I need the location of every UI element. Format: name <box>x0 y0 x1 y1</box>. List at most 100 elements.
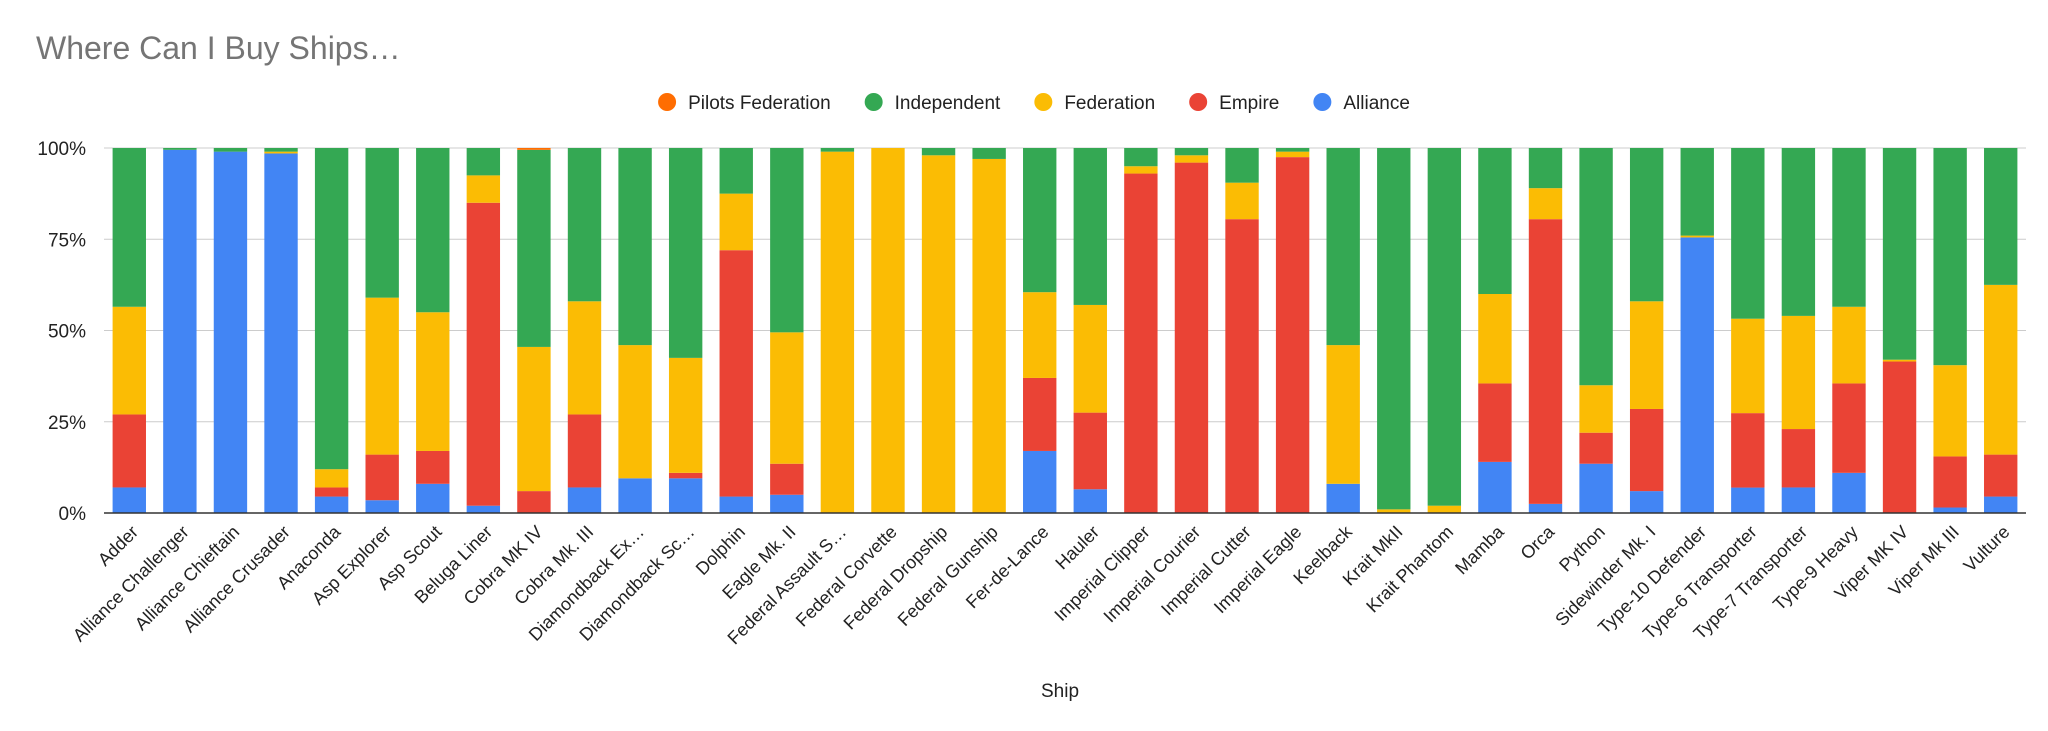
bar-independent[interactable] <box>1731 148 1765 319</box>
bar-independent[interactable] <box>213 148 248 152</box>
bar-stack-federal-corvette[interactable] <box>871 148 905 513</box>
bar-independent[interactable] <box>314 148 349 470</box>
bar-empire[interactable] <box>1275 157 1310 513</box>
bar-alliance[interactable] <box>466 505 501 513</box>
bar-federation[interactable] <box>1478 294 1512 384</box>
bar-alliance[interactable] <box>618 478 652 513</box>
bar-federation[interactable] <box>1073 304 1107 413</box>
bar-federation[interactable] <box>1781 315 1816 430</box>
bar-federation[interactable] <box>112 306 146 415</box>
bar-independent[interactable] <box>820 148 855 152</box>
bar-federation[interactable] <box>1377 509 1411 513</box>
bar-alliance[interactable] <box>1933 507 1967 513</box>
bar-independent[interactable] <box>1275 148 1310 152</box>
legend-item-alliance[interactable]: Alliance <box>1313 93 1410 114</box>
bar-stack-adder[interactable] <box>112 148 146 513</box>
bar-alliance[interactable] <box>264 153 298 513</box>
bar-federation[interactable] <box>1882 359 1917 362</box>
bar-empire[interactable] <box>1933 456 1967 508</box>
bar-federation[interactable] <box>1326 345 1360 484</box>
bar-federation[interactable] <box>517 346 551 492</box>
bar-federation[interactable] <box>365 297 399 455</box>
bar-empire[interactable] <box>1781 429 1816 488</box>
bar-federation[interactable] <box>567 301 602 415</box>
bar-federation[interactable] <box>314 469 349 488</box>
bar-stack-type-6-transporter[interactable] <box>1731 148 1765 513</box>
bar-federation[interactable] <box>972 158 1006 513</box>
bar-alliance[interactable] <box>1023 450 1057 513</box>
bar-independent[interactable] <box>1427 148 1462 506</box>
bar-independent[interactable] <box>1984 148 2018 285</box>
bar-federation[interactable] <box>1629 301 1664 409</box>
bar-alliance[interactable] <box>365 500 399 513</box>
bar-empire[interactable] <box>1731 413 1765 488</box>
bar-stack-alliance-chieftain[interactable] <box>213 148 248 513</box>
bar-independent[interactable] <box>517 149 551 347</box>
bar-federation[interactable] <box>1023 292 1057 378</box>
bar-stack-type-7-transporter[interactable] <box>1781 148 1816 513</box>
bar-independent[interactable] <box>163 148 197 150</box>
bar-empire[interactable] <box>1882 361 1917 513</box>
bar-stack-diamondback-sc[interactable] <box>668 148 703 513</box>
bar-alliance[interactable] <box>1629 491 1664 513</box>
bar-stack-fer-de-lance[interactable] <box>1023 148 1057 513</box>
bar-empire[interactable] <box>112 414 146 488</box>
bar-federation[interactable] <box>719 193 753 251</box>
bar-independent[interactable] <box>719 148 753 194</box>
bar-stack-vulture[interactable] <box>1984 148 2018 513</box>
bar-stack-eagle-mk-ii[interactable] <box>770 148 804 513</box>
bar-independent[interactable] <box>1933 148 1967 366</box>
bar-stack-dolphin[interactable] <box>719 148 753 513</box>
bar-stack-asp-explorer[interactable] <box>365 148 399 513</box>
bar-stack-hauler[interactable] <box>1073 148 1107 513</box>
bar-federation[interactable] <box>1731 318 1765 414</box>
bar-stack-federal-dropship[interactable] <box>921 148 956 514</box>
bar-empire[interactable] <box>1023 377 1057 451</box>
bar-alliance[interactable] <box>1731 487 1765 513</box>
bar-independent[interactable] <box>1174 148 1209 156</box>
bar-alliance[interactable] <box>1832 472 1866 513</box>
bar-stack-cobra-mk-iii[interactable] <box>567 148 602 513</box>
bar-independent[interactable] <box>1124 148 1158 167</box>
bar-empire[interactable] <box>567 414 602 488</box>
bar-alliance[interactable] <box>1579 463 1613 513</box>
bar-federation[interactable] <box>1174 155 1209 163</box>
legend-item-pilots-federation[interactable]: Pilots Federation <box>658 93 831 114</box>
bar-stack-keelback[interactable] <box>1326 148 1360 513</box>
bar-stack-viper-mk-iv[interactable] <box>1882 148 1917 513</box>
bar-independent[interactable] <box>1326 148 1360 346</box>
bar-alliance[interactable] <box>1984 496 2018 513</box>
bar-stack-orca[interactable] <box>1528 148 1563 513</box>
bar-alliance[interactable] <box>416 483 450 513</box>
bar-stack-type-9-heavy[interactable] <box>1832 148 1866 513</box>
bar-stack-imperial-courier[interactable] <box>1174 148 1209 513</box>
bar-independent[interactable] <box>1023 148 1057 293</box>
bar-stack-cobra-mk-iv[interactable] <box>517 148 551 513</box>
bar-alliance[interactable] <box>1073 489 1107 513</box>
bar-independent[interactable] <box>1073 148 1107 305</box>
bar-stack-sidewinder-mk-i[interactable] <box>1629 148 1664 513</box>
bar-stack-anaconda[interactable] <box>314 148 349 513</box>
legend-item-independent[interactable]: Independent <box>864 93 1001 114</box>
bar-empire[interactable] <box>1225 219 1259 514</box>
legend-item-federation[interactable]: Federation <box>1034 93 1155 114</box>
bar-stack-type-10-defender[interactable] <box>1680 148 1714 514</box>
bar-independent[interactable] <box>668 148 703 358</box>
bar-empire[interactable] <box>1579 432 1613 464</box>
bar-independent[interactable] <box>112 148 146 307</box>
bar-stack-alliance-challenger[interactable] <box>163 148 197 513</box>
bar-federation[interactable] <box>1427 505 1462 513</box>
bar-federation[interactable] <box>1984 284 2018 455</box>
bar-empire[interactable] <box>517 491 551 513</box>
bar-empire[interactable] <box>466 202 501 506</box>
bar-alliance[interactable] <box>1326 483 1360 513</box>
bar-independent[interactable] <box>770 148 804 333</box>
bar-alliance[interactable] <box>314 496 349 513</box>
bar-federation[interactable] <box>466 175 501 203</box>
bar-independent[interactable] <box>1528 148 1563 189</box>
bar-alliance[interactable] <box>719 496 753 513</box>
bar-alliance[interactable] <box>1680 237 1714 514</box>
bar-alliance[interactable] <box>1781 487 1816 513</box>
bar-federation[interactable] <box>1832 306 1866 384</box>
bar-independent[interactable] <box>1680 148 1714 236</box>
